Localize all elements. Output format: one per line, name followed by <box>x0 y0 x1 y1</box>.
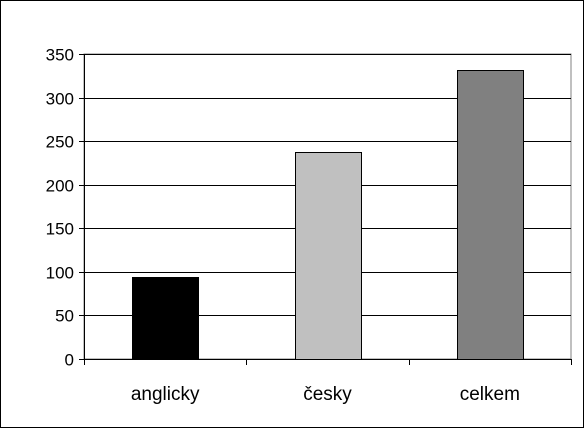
y-tick-label: 50 <box>55 307 74 326</box>
x-tick-label: anglicky <box>131 384 200 405</box>
bars <box>132 70 524 360</box>
y-tick-label: 300 <box>46 90 74 109</box>
bar <box>457 70 524 360</box>
y-tick-label: 250 <box>46 133 74 152</box>
axes <box>79 54 572 365</box>
y-tick-label: 0 <box>65 351 74 370</box>
x-tick-label: celkem <box>460 384 520 405</box>
y-tick-label: 100 <box>46 264 74 283</box>
bar <box>132 277 199 360</box>
y-tick-label: 200 <box>46 177 74 196</box>
y-tick-label: 350 <box>46 46 74 65</box>
tick-labels: 0 50 100 150 200 250 300 350 anglicky česky celkem <box>46 46 520 406</box>
y-tick-label: 150 <box>46 220 74 239</box>
bar <box>295 152 362 360</box>
x-tick-label: česky <box>303 384 352 405</box>
